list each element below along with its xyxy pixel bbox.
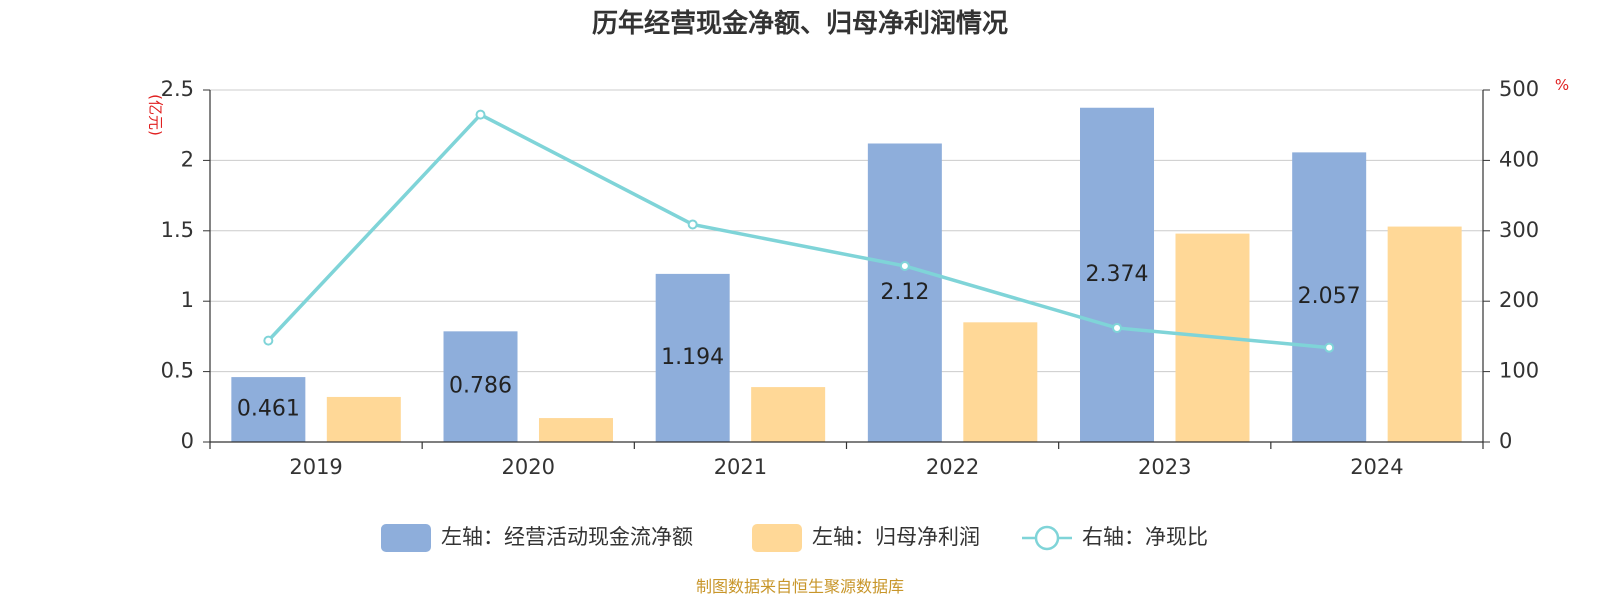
cash-flow-bar [655, 273, 730, 442]
legend-label-cash-flow: 左轴：经营活动现金流净额 [441, 525, 693, 549]
chart-title: 历年经营现金净额、归母净利润情况 [592, 8, 1008, 39]
ratio-line [263, 109, 1335, 353]
legend-label-ratio: 右轴：净现比 [1082, 525, 1208, 549]
cash-flow-bar [867, 143, 942, 442]
x-axis-tick-label: 2024 [1350, 455, 1403, 479]
right-axis-tick-label: 200 [1499, 288, 1539, 312]
x-axis-tick-label: 2023 [1138, 455, 1191, 479]
left-axis-unit: (亿元) [147, 94, 165, 136]
legend-label-net-profit: 左轴：归母净利润 [812, 525, 980, 549]
left-axis-tick-label: 2.5 [161, 77, 194, 101]
ratio-point [263, 335, 274, 346]
gridlines [210, 89, 1483, 373]
left-axis-tick-label: 2 [181, 147, 194, 171]
x-axis-tick-label: 2021 [714, 455, 767, 479]
ratio-point [1112, 322, 1123, 333]
net-profit-bar [326, 396, 401, 442]
cash-flow-bar [443, 331, 518, 442]
x-axis-tick-label: 2019 [289, 455, 342, 479]
data-source-note: 制图数据来自恒生聚源数据库 [696, 577, 904, 596]
ratio-line-path [267, 112, 1330, 350]
x-axis-tick-label: 2020 [502, 455, 555, 479]
right-axis-tick-label: 300 [1499, 218, 1539, 242]
right-axis-tick-label: 0 [1499, 429, 1512, 453]
net-profit-bar [538, 418, 613, 442]
cash-flow-data-label: 0.461 [237, 397, 300, 422]
left-axis-tick-label: 1 [181, 288, 194, 312]
right-axis-tick-label: 100 [1499, 359, 1539, 383]
ratio-point [475, 109, 486, 120]
ratio-point [1324, 342, 1335, 353]
net-profit-bar [751, 387, 826, 442]
cash-flow-data-label: 2.057 [1298, 284, 1361, 309]
net-profit-bar [1387, 226, 1462, 442]
bars [231, 107, 1462, 443]
legend-swatch-ratio-marker [1034, 525, 1060, 551]
legend-swatch-net-profit [752, 524, 802, 552]
axes: 0 0.5 1 1.5 2 2.5 0 100 200 300 400 500 2019 2020 2021… [161, 77, 1540, 479]
ratio-point [899, 261, 910, 271]
data-labels: 0.461 0.786 1.194 2.12 2.374 2.057 [237, 262, 1361, 422]
left-axis-tick-label: 1.5 [161, 218, 194, 242]
right-axis-unit: % [1555, 76, 1569, 94]
ratio-point [687, 219, 698, 230]
cash-flow-data-label: 2.12 [880, 280, 929, 305]
cash-flow-bar [1292, 152, 1367, 443]
cash-flow-data-label: 1.194 [661, 345, 724, 370]
left-axis-tick-label: 0.5 [161, 359, 194, 383]
cash-flow-bar [231, 377, 306, 442]
cash-flow-data-label: 2.374 [1086, 262, 1149, 287]
right-axis-tick-label: 400 [1499, 147, 1539, 171]
x-axis-tick-label: 2022 [926, 455, 979, 479]
legend-swatch-cash-flow [381, 524, 431, 552]
right-axis-tick-label: 500 [1499, 77, 1539, 101]
net-profit-bar [963, 322, 1038, 442]
legend[interactable]: 左轴：经营活动现金流净额 左轴：归母净利润 右轴：净现比 [381, 524, 1208, 552]
cash-flow-bar [1080, 107, 1155, 443]
cash-flow-data-label: 0.786 [449, 374, 512, 399]
left-axis-tick-label: 0 [181, 429, 194, 453]
